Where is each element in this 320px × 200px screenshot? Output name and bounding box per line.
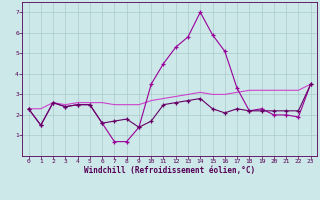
X-axis label: Windchill (Refroidissement éolien,°C): Windchill (Refroidissement éolien,°C) [84,166,255,175]
